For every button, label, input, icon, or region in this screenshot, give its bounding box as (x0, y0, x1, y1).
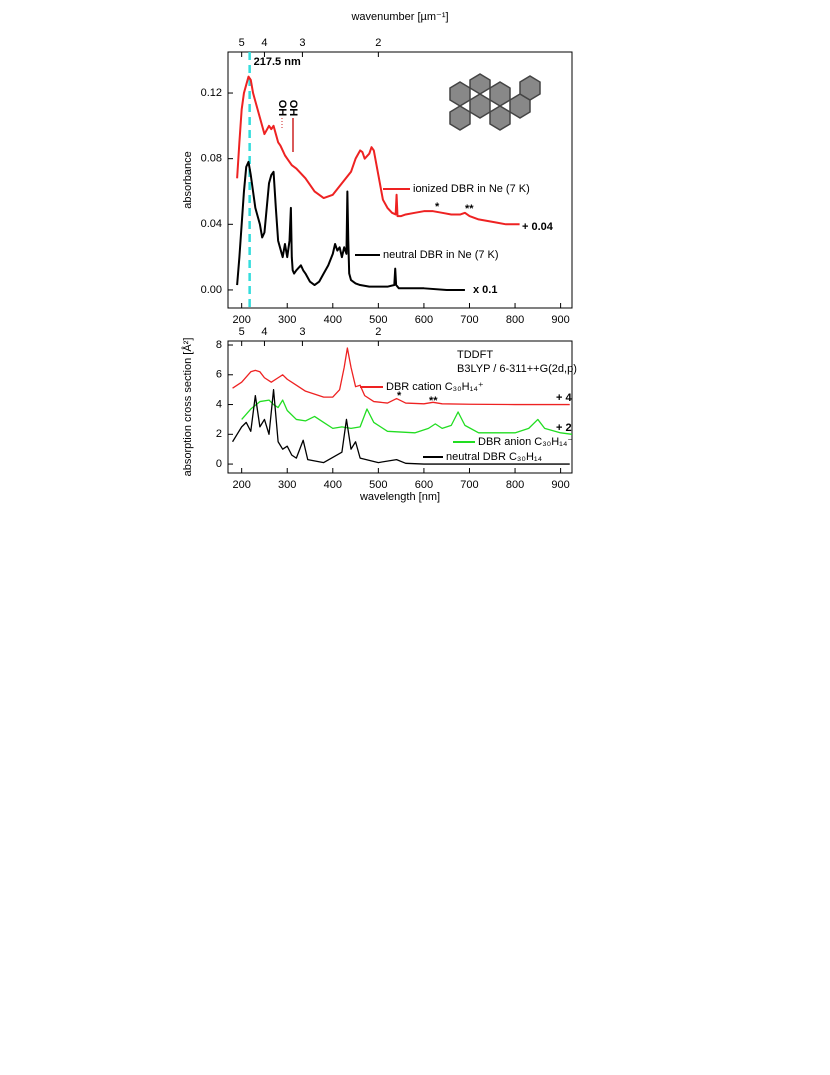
annotation: ** (465, 203, 474, 215)
y-tick-label: 8 (216, 339, 222, 351)
x-tick-label: 700 (460, 479, 478, 491)
series-line (232, 389, 570, 465)
x-tick-label: 900 (551, 479, 569, 491)
x-tick-label: 500 (369, 314, 387, 326)
y-axis-title: absorption cross section [Å²] (181, 338, 194, 477)
x2-tick-label: 4 (261, 326, 267, 338)
plot-frame (227, 340, 573, 474)
legend-label: neutral DBR C₃₀H₁₄ (446, 451, 543, 463)
x-tick-label: 300 (278, 314, 296, 326)
annotation: + 0.04 (522, 221, 554, 233)
x2-tick-label: 4 (261, 37, 267, 49)
annotation: * (397, 390, 402, 402)
x2-tick-label: 3 (299, 326, 305, 338)
x-tick-label: 400 (324, 479, 342, 491)
x-tick-label: 700 (460, 314, 478, 326)
x2-tick-label: 5 (239, 326, 245, 338)
x-tick-label: 600 (415, 479, 433, 491)
x2-tick-label: 3 (299, 37, 305, 49)
plot-frame (227, 51, 573, 309)
annotation: B3LYP / 6-311++G(2d,p) (457, 363, 577, 375)
x-tick-label: 200 (232, 314, 250, 326)
annotation: x 0.1 (473, 284, 497, 296)
marker-label: 217.5 nm (254, 56, 301, 68)
legend-label: DBR cation C₃₀H₁₄⁺ (386, 381, 484, 393)
legend-label: DBR anion C₃₀H₁₄⁻ (478, 436, 573, 448)
y-tick-label: 4 (216, 398, 222, 410)
x-tick-label: 900 (551, 314, 569, 326)
x-tick-label: 600 (415, 314, 433, 326)
y-tick-label: 6 (216, 369, 222, 381)
x-tick-label: 800 (506, 314, 524, 326)
annotation: TDDFT (457, 349, 493, 361)
y-tick-label: 0.12 (201, 87, 222, 99)
y-axis-title: absorbance (182, 151, 194, 209)
series-line (236, 160, 465, 291)
top-axis-title: wavenumber [µm⁻¹] (350, 11, 448, 23)
x-tick-label: 200 (232, 479, 250, 491)
y-tick-label: 0 (216, 458, 222, 470)
legend-label: neutral DBR in Ne (7 K) (383, 249, 499, 261)
legend-label: ionized DBR in Ne (7 K) (413, 183, 530, 195)
series-line (236, 75, 520, 226)
x2-tick-label: 2 (375, 37, 381, 49)
y-tick-label: 0.08 (201, 153, 222, 165)
annotation: + 4 (556, 392, 572, 404)
x2-tick-label: 5 (239, 37, 245, 49)
x2-tick-label: 2 (375, 326, 381, 338)
series-line (232, 347, 570, 406)
annotation: + 2 (556, 422, 572, 434)
annotation: ** (429, 395, 438, 407)
annotation: OH (287, 100, 299, 117)
x-tick-label: 300 (278, 479, 296, 491)
y-tick-label: 0.04 (201, 218, 222, 230)
x-tick-label: 500 (369, 479, 387, 491)
y-tick-label: 0.00 (201, 284, 222, 296)
annotation: * (435, 201, 440, 213)
x-tick-label: 800 (506, 479, 524, 491)
series-line (241, 399, 573, 435)
y-tick-label: 2 (216, 428, 222, 440)
molecule-icon (449, 73, 541, 131)
x-tick-label: 400 (324, 314, 342, 326)
annotation: OH (276, 100, 288, 117)
x-axis-title: wavelength [nm] (359, 491, 440, 503)
